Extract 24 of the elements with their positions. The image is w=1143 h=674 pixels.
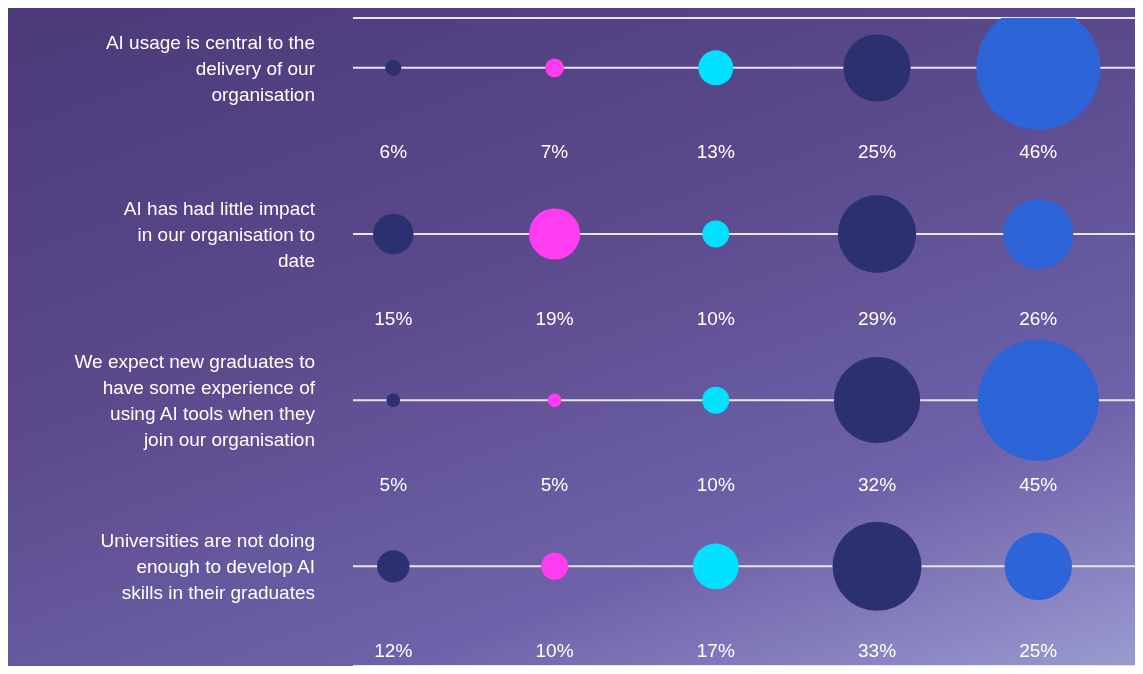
data-label: 32% xyxy=(858,473,897,495)
data-label: 45% xyxy=(1019,473,1058,495)
data-label: 10% xyxy=(696,473,735,495)
data-label: 12% xyxy=(374,639,413,661)
data-label: 17% xyxy=(696,639,735,661)
data-label: 19% xyxy=(535,307,574,329)
category-label: We expect new graduates to have some experience of using AI tools when they join our organisation xyxy=(74,350,316,450)
category-label: AI has had little impact in our organisation to date xyxy=(123,197,316,271)
data-label: 26% xyxy=(1019,307,1058,329)
data-label: 5% xyxy=(540,473,569,495)
data-label: 33% xyxy=(858,639,897,661)
category-label: Universities are not doing enough to develop AI skills in their graduates xyxy=(100,529,315,603)
data-label: 25% xyxy=(858,141,897,163)
data-label: 25% xyxy=(1019,639,1058,661)
data-label: 10% xyxy=(696,307,735,329)
data-label: 7% xyxy=(540,141,569,163)
data-label: 15% xyxy=(374,307,413,329)
data-label: 13% xyxy=(696,141,735,163)
category-label: AI usage is central to the delivery of our organisation xyxy=(105,31,316,105)
data-label: 5% xyxy=(379,473,408,495)
data-label: 29% xyxy=(858,307,897,329)
data-label: 10% xyxy=(535,639,574,661)
data-label: 46% xyxy=(1019,141,1058,163)
data-label: 6% xyxy=(379,141,408,163)
